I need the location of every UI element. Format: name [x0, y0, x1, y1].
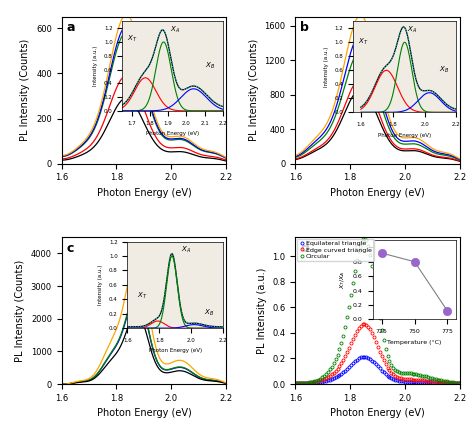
Equilateral triangle — [300, 381, 306, 386]
Circular — [373, 289, 379, 294]
Text: b: b — [300, 21, 309, 34]
Line: Circular: Circular — [294, 236, 460, 385]
Circular — [300, 380, 306, 385]
Y-axis label: PL Intensity (Counts): PL Intensity (Counts) — [15, 260, 25, 362]
Text: d: d — [300, 241, 309, 254]
X-axis label: Photon Energy (eV): Photon Energy (eV) — [97, 188, 191, 198]
Circular — [456, 380, 462, 385]
Equilateral triangle — [373, 362, 379, 367]
Text: a: a — [66, 21, 75, 34]
X-axis label: Photon Energy (eV): Photon Energy (eV) — [330, 188, 425, 198]
Edge curved triangle — [300, 381, 306, 386]
Equilateral triangle — [310, 380, 315, 385]
Equilateral triangle — [296, 381, 302, 386]
Edge curved triangle — [296, 381, 302, 386]
Edge curved triangle — [310, 380, 315, 385]
Circular — [362, 235, 367, 241]
Line: Equilateral triangle: Equilateral triangle — [294, 355, 460, 385]
Equilateral triangle — [456, 381, 462, 386]
Legend: Equilateral triangle, Edge curved triangle, Circular: Equilateral triangle, Edge curved triang… — [297, 239, 374, 261]
Circular — [310, 379, 315, 384]
Equilateral triangle — [292, 381, 298, 386]
Edge curved triangle — [373, 339, 379, 344]
Equilateral triangle — [419, 380, 425, 385]
Line: Edge curved triangle: Edge curved triangle — [294, 322, 460, 385]
Y-axis label: PL Intensity (a.u.): PL Intensity (a.u.) — [257, 268, 267, 354]
Circular — [433, 376, 438, 381]
Text: c: c — [66, 241, 74, 254]
Y-axis label: PL Intensity (Counts): PL Intensity (Counts) — [249, 39, 259, 141]
X-axis label: Photon Energy (eV): Photon Energy (eV) — [97, 408, 191, 418]
Edge curved triangle — [419, 378, 425, 383]
Edge curved triangle — [362, 322, 367, 327]
Edge curved triangle — [433, 379, 438, 384]
Edge curved triangle — [456, 381, 462, 386]
Circular — [292, 381, 298, 386]
Circular — [419, 373, 425, 378]
X-axis label: Photon Energy (eV): Photon Energy (eV) — [330, 408, 425, 418]
Equilateral triangle — [362, 354, 367, 359]
Circular — [296, 381, 302, 386]
Y-axis label: PL Intensity (Counts): PL Intensity (Counts) — [20, 39, 30, 141]
Edge curved triangle — [292, 381, 298, 386]
Equilateral triangle — [433, 380, 438, 385]
